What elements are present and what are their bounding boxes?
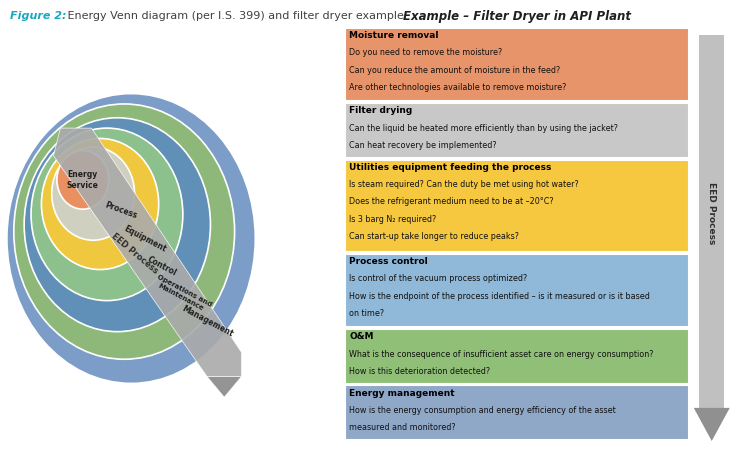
FancyBboxPatch shape xyxy=(345,329,688,384)
FancyBboxPatch shape xyxy=(345,254,688,327)
Text: EED Process: EED Process xyxy=(110,232,160,276)
Ellipse shape xyxy=(57,151,109,209)
Polygon shape xyxy=(207,377,242,397)
Text: Control: Control xyxy=(146,255,178,278)
Text: How is the energy consumption and energy efficiency of the asset: How is the energy consumption and energy… xyxy=(349,406,616,415)
Text: Operations and
Maintenance: Operations and Maintenance xyxy=(153,274,213,314)
FancyBboxPatch shape xyxy=(699,35,724,416)
FancyBboxPatch shape xyxy=(345,28,688,101)
Text: Energy management: Energy management xyxy=(349,389,454,398)
Text: Energy
Service: Energy Service xyxy=(67,170,99,189)
Text: Process control: Process control xyxy=(349,257,427,266)
Polygon shape xyxy=(53,128,242,377)
Text: on time?: on time? xyxy=(349,309,384,318)
Text: measured and monitored?: measured and monitored? xyxy=(349,423,456,432)
Text: Management: Management xyxy=(180,304,234,338)
Text: Do you need to remove the moisture?: Do you need to remove the moisture? xyxy=(349,49,502,58)
Text: Can start-up take longer to reduce peaks?: Can start-up take longer to reduce peaks… xyxy=(349,232,519,241)
Text: Moisture removal: Moisture removal xyxy=(349,31,439,40)
FancyBboxPatch shape xyxy=(345,160,688,252)
Text: Process: Process xyxy=(104,201,138,221)
FancyBboxPatch shape xyxy=(345,385,688,440)
Text: Energy Venn diagram (per I.S. 399) and filter dryer example.: Energy Venn diagram (per I.S. 399) and f… xyxy=(64,11,408,21)
Ellipse shape xyxy=(31,128,183,301)
Ellipse shape xyxy=(41,139,159,270)
Text: Is 3 barg N₂ required?: Is 3 barg N₂ required? xyxy=(349,215,436,224)
Polygon shape xyxy=(694,408,730,441)
Ellipse shape xyxy=(13,104,235,359)
Text: Is control of the vacuum process optimized?: Is control of the vacuum process optimiz… xyxy=(349,274,527,283)
Text: What is the consequence of insufficient asset care on energy consumption?: What is the consequence of insufficient … xyxy=(349,350,653,359)
Text: Equipment: Equipment xyxy=(122,224,167,253)
Text: Can heat recovery be implemented?: Can heat recovery be implemented? xyxy=(349,141,496,150)
Ellipse shape xyxy=(52,147,134,240)
Text: Can you reduce the amount of moisture in the feed?: Can you reduce the amount of moisture in… xyxy=(349,66,560,75)
Text: Figure 2:: Figure 2: xyxy=(10,11,66,21)
Text: How is the endpoint of the process identified – is it measured or is it based: How is the endpoint of the process ident… xyxy=(349,292,650,301)
Text: Are other technologies available to remove moisture?: Are other technologies available to remo… xyxy=(349,83,566,92)
Text: Filter drying: Filter drying xyxy=(349,106,412,115)
Text: EED Process: EED Process xyxy=(707,182,716,244)
Text: Does the refrigerant medium need to be at –20°C?: Does the refrigerant medium need to be a… xyxy=(349,198,554,207)
Text: O&M: O&M xyxy=(349,332,374,341)
Text: Example – Filter Dryer in API Plant: Example – Filter Dryer in API Plant xyxy=(403,10,631,23)
Text: How is this deterioration detected?: How is this deterioration detected? xyxy=(349,367,490,376)
FancyBboxPatch shape xyxy=(345,103,688,158)
Text: Is steam required? Can the duty be met using hot water?: Is steam required? Can the duty be met u… xyxy=(349,180,579,189)
Ellipse shape xyxy=(7,94,255,383)
Ellipse shape xyxy=(24,118,211,332)
Text: Can the liquid be heated more efficiently than by using the jacket?: Can the liquid be heated more efficientl… xyxy=(349,124,618,133)
Text: Utilities equipment feeding the process: Utilities equipment feeding the process xyxy=(349,163,551,172)
